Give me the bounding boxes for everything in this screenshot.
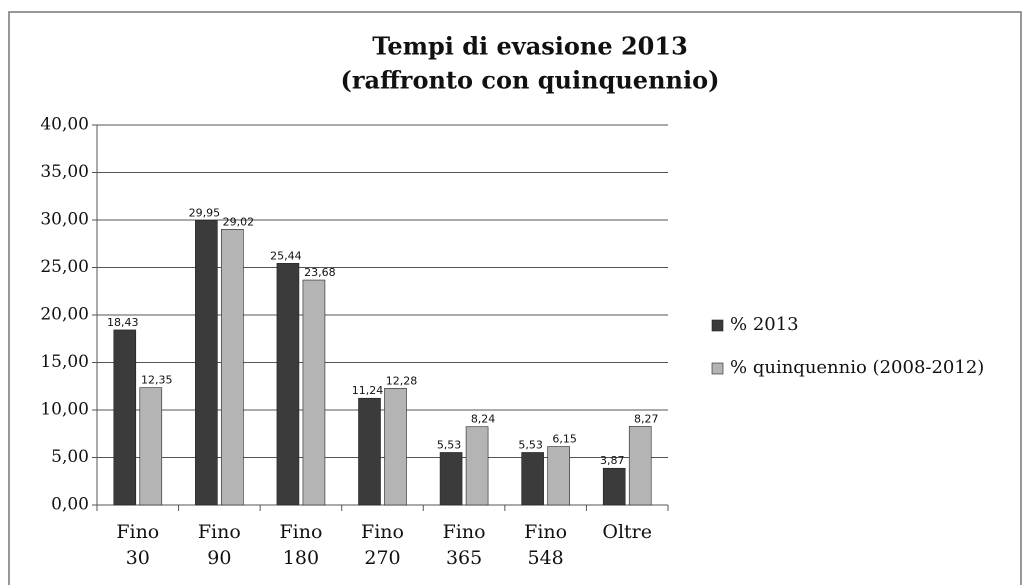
bar [113, 329, 137, 506]
data-label: 25,44 [270, 249, 302, 262]
chart-subtitle: (raffronto con quinquennio) [341, 66, 720, 95]
data-label: 29,95 [189, 206, 221, 219]
data-label: 5,53 [437, 438, 462, 451]
x-tick-line: Oltre [602, 521, 652, 543]
y-tick-label: 10,00 [40, 400, 89, 420]
y-tick-label: 15,00 [40, 352, 89, 372]
x-tick-line: Fino [198, 521, 241, 543]
data-label: 18,43 [107, 316, 139, 329]
bar [521, 452, 544, 506]
x-tick-line: 365 [446, 547, 482, 569]
data-label: 8,24 [471, 413, 496, 426]
bar [302, 279, 326, 506]
bar [602, 467, 626, 506]
data-label: 29,02 [223, 215, 255, 228]
data-label: 3,87 [600, 454, 625, 467]
bar [276, 263, 300, 506]
bar [195, 220, 218, 506]
x-tick-label: Oltre [602, 521, 652, 543]
x-tick-line: Fino [524, 521, 567, 543]
bar [465, 426, 489, 506]
bar [139, 387, 163, 506]
x-tick-line: Fino [361, 521, 404, 543]
legend-label: % quinquennio (2008-2012) [730, 357, 984, 378]
chart-title: Tempi di evasione 2013 [372, 32, 688, 61]
y-tick-label: 40,00 [40, 115, 89, 135]
x-tick-line: 30 [126, 547, 150, 569]
y-tick-label: 0,00 [51, 495, 89, 515]
bar [439, 452, 463, 506]
y-tick-label: 35,00 [40, 162, 89, 182]
bar [628, 426, 652, 506]
y-tick-label: 30,00 [40, 210, 89, 230]
y-tick-label: 5,00 [51, 447, 89, 467]
bar [384, 388, 407, 506]
x-tick-label: Fino 548 [524, 521, 567, 569]
data-label: 12,28 [386, 374, 418, 387]
x-tick-label: Fino 365 [443, 521, 486, 569]
y-tick-label: 25,00 [40, 257, 89, 277]
x-tick-line: 180 [283, 547, 319, 569]
data-label: 8,27 [634, 412, 659, 425]
x-tick-line: Fino [116, 521, 159, 543]
legend-label: % 2013 [730, 314, 799, 335]
bar [221, 229, 244, 506]
x-tick-label: Fino 270 [361, 521, 404, 569]
x-tick-line: Fino [443, 521, 486, 543]
y-tick-label: 20,00 [40, 305, 89, 325]
bar [547, 446, 570, 506]
x-tick-label: Fino 180 [279, 521, 322, 569]
x-tick-line: 270 [364, 547, 400, 569]
x-tick-line: Fino [279, 521, 322, 543]
data-label: 5,53 [518, 438, 543, 451]
x-tick-line: 548 [528, 547, 564, 569]
data-label: 12,35 [141, 374, 173, 387]
legend-swatch [711, 362, 724, 375]
data-label: 23,68 [304, 266, 336, 279]
data-label: 6,15 [552, 433, 577, 446]
x-tick-label: Fino 90 [198, 521, 241, 569]
frame [8, 11, 1022, 585]
data-label: 11,24 [352, 384, 384, 397]
x-tick-label: Fino 30 [116, 521, 159, 569]
bar [358, 397, 381, 506]
x-tick-line: 90 [207, 547, 231, 569]
legend-swatch [711, 319, 724, 332]
